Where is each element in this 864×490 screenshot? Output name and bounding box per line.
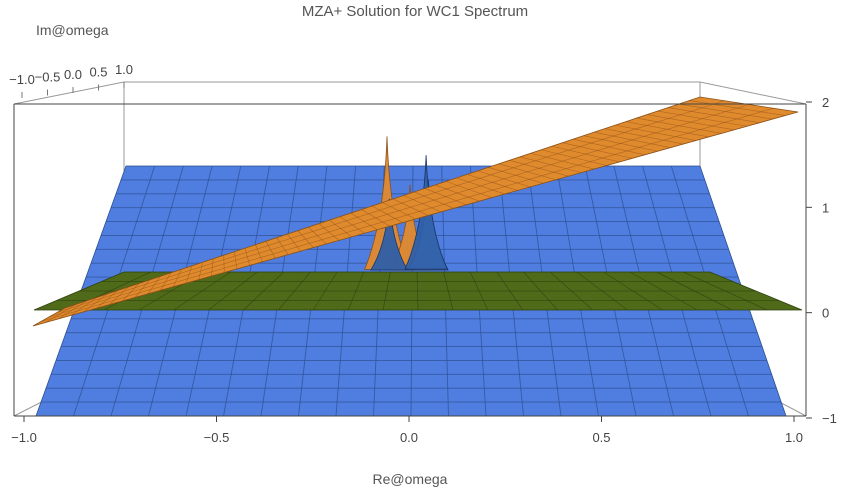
surface-green-plane bbox=[33, 271, 803, 311]
x-axis-ticks: −1.0 −0.5 0.0 0.5 1.0 bbox=[11, 416, 803, 445]
z-tick-label: 0 bbox=[822, 306, 829, 321]
y-tick-label: −1.0 bbox=[9, 72, 35, 87]
z-tick-label: −1 bbox=[822, 411, 837, 426]
x-tick-label: −1.0 bbox=[11, 430, 37, 445]
x-tick-label: 0.0 bbox=[400, 430, 418, 445]
mesh-line bbox=[56, 100, 725, 313]
x-axis-label: Re@omega bbox=[373, 471, 448, 487]
z-tick-label: 2 bbox=[822, 95, 829, 110]
surface-orange-plane bbox=[32, 96, 799, 327]
x-tick-label: 0.5 bbox=[592, 430, 610, 445]
z-axis-ticks: −1 0 1 2 bbox=[806, 95, 837, 426]
mesh-line bbox=[48, 104, 750, 318]
x-tick-label: 1.0 bbox=[785, 430, 803, 445]
mesh-line bbox=[40, 107, 774, 322]
peak bbox=[370, 198, 409, 271]
x-tick-label: −0.5 bbox=[204, 430, 230, 445]
y-tick-label: 0.5 bbox=[89, 65, 107, 80]
box-edge-back bbox=[699, 81, 807, 105]
box-edge-back bbox=[13, 81, 125, 105]
bounding-box-front bbox=[13, 103, 807, 417]
z-tick-label: 1 bbox=[822, 200, 829, 215]
y-axis-ticks: −1.0 −0.5 0.0 0.5 1.0 bbox=[9, 62, 133, 98]
y-tick-label: −0.5 bbox=[35, 70, 61, 85]
y-axis-label: Im@omega bbox=[36, 22, 109, 38]
y-tick-label: 0.0 bbox=[64, 67, 82, 82]
y-tick-label: 1.0 bbox=[115, 62, 133, 77]
chart-title: MZA+ Solution for WC1 Spectrum bbox=[302, 3, 528, 20]
